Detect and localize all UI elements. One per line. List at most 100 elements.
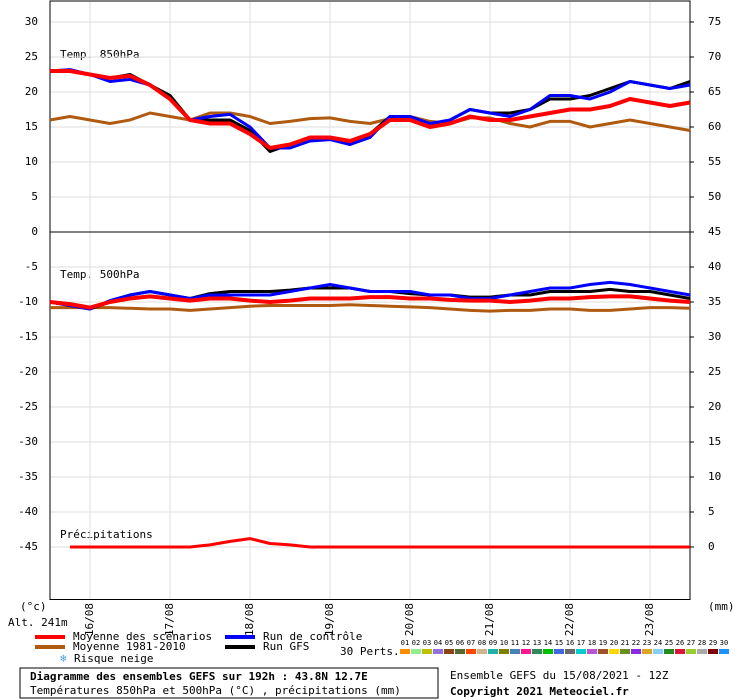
x-tick-label: 21/08 bbox=[483, 603, 496, 636]
pert-swatch bbox=[642, 649, 652, 654]
pert-swatch bbox=[653, 649, 663, 654]
perts-label: 30 Perts. bbox=[340, 645, 400, 658]
y2-tick-label: 65 bbox=[708, 85, 721, 98]
pert-swatch bbox=[686, 649, 696, 654]
plot-frame bbox=[49, 0, 691, 600]
pert-label: 15 bbox=[555, 639, 563, 647]
x-tick-label: 22/08 bbox=[563, 603, 576, 636]
pert-swatch bbox=[620, 649, 630, 654]
pert-swatch bbox=[433, 649, 443, 654]
y2-tick-label: 70 bbox=[708, 50, 721, 63]
legend-label: Moyenne des scénarios bbox=[73, 630, 212, 643]
y-tick-label: -25 bbox=[18, 400, 38, 413]
pert-label: 24 bbox=[654, 639, 662, 647]
pert-label: 06 bbox=[456, 639, 464, 647]
y-tick-label: -40 bbox=[18, 505, 38, 518]
pert-swatch bbox=[422, 649, 432, 654]
panel-label: Précipitations bbox=[60, 528, 153, 541]
pert-swatch bbox=[554, 649, 564, 654]
pert-label: 13 bbox=[533, 639, 541, 647]
y-tick-label: 30 bbox=[25, 15, 38, 28]
y2-tick-label: 40 bbox=[708, 260, 721, 273]
x-tick-label: 18/08 bbox=[243, 603, 256, 636]
y-tick-label: -35 bbox=[18, 470, 38, 483]
panel-label: Temp. 500hPa bbox=[60, 268, 139, 281]
chart-subtitle: Températures 850hPa et 500hPa (°C) , pré… bbox=[30, 684, 401, 697]
t850-line bbox=[49, 111, 691, 132]
t500-line bbox=[49, 280, 691, 311]
pert-swatch bbox=[488, 649, 498, 654]
pert-label: 26 bbox=[676, 639, 684, 647]
pert-swatch bbox=[598, 649, 608, 654]
pert-label: 08 bbox=[478, 639, 486, 647]
snow-label: Risque neige bbox=[74, 652, 153, 665]
y2-tick-label: 5 bbox=[708, 505, 715, 518]
pert-label: 11 bbox=[511, 639, 519, 647]
pert-label: 01 bbox=[401, 639, 409, 647]
pert-label: 04 bbox=[434, 639, 442, 647]
pert-label: 19 bbox=[599, 639, 607, 647]
title-box bbox=[19, 667, 439, 699]
y-tick-label: 25 bbox=[25, 50, 38, 63]
altitude: Alt. 241m bbox=[8, 616, 68, 629]
t850-line bbox=[50, 69, 691, 150]
y2-tick-label: 25 bbox=[708, 365, 721, 378]
y-tick-label: 15 bbox=[25, 120, 38, 133]
y-tick-label: -30 bbox=[18, 435, 38, 448]
y-tick-label: -5 bbox=[25, 260, 38, 273]
t500-line bbox=[50, 303, 691, 313]
y2-tick-label: 30 bbox=[708, 330, 721, 343]
run-info: Ensemble GEFS du 15/08/2021 - 12Z bbox=[450, 669, 669, 682]
y-tick-label: -20 bbox=[18, 365, 38, 378]
chart-title: Diagramme des ensembles GEFS sur 192h : … bbox=[30, 670, 368, 683]
pert-label: 27 bbox=[687, 639, 695, 647]
y2-tick-label: 50 bbox=[708, 190, 721, 203]
pert-swatch bbox=[532, 649, 542, 654]
y-tick-label: 0 bbox=[31, 225, 38, 238]
pert-label: 09 bbox=[489, 639, 497, 647]
pert-label: 12 bbox=[522, 639, 530, 647]
y2-tick-label: 0 bbox=[708, 540, 715, 553]
snow-icon: ❄ bbox=[60, 652, 67, 665]
pert-swatch bbox=[587, 649, 597, 654]
pert-swatch bbox=[411, 649, 421, 654]
pert-label: 17 bbox=[577, 639, 585, 647]
precip-line bbox=[70, 537, 690, 549]
pert-swatch bbox=[400, 649, 410, 654]
y-tick-label: 10 bbox=[25, 155, 38, 168]
pert-swatch bbox=[477, 649, 487, 654]
pert-label: 16 bbox=[566, 639, 574, 647]
legend-label: Run de contrôle bbox=[263, 630, 362, 643]
y-tick-label: -45 bbox=[18, 540, 38, 553]
pert-label: 30 bbox=[720, 639, 728, 647]
y2-tick-label: 55 bbox=[708, 155, 721, 168]
pert-swatch bbox=[708, 649, 718, 654]
y2-tick-label: 60 bbox=[708, 120, 721, 133]
y-tick-label: 20 bbox=[25, 85, 38, 98]
legend-label: Run GFS bbox=[263, 640, 309, 653]
y2-tick-label: 15 bbox=[708, 435, 721, 448]
panel-label: Temp. 850hPa bbox=[60, 48, 139, 61]
x-tick-label: 23/08 bbox=[643, 603, 656, 636]
x-tick-label: 19/08 bbox=[323, 603, 336, 636]
y2-tick-label: 45 bbox=[708, 225, 721, 238]
pert-swatch bbox=[565, 649, 575, 654]
pert-swatch bbox=[455, 649, 465, 654]
pert-swatch bbox=[543, 649, 553, 654]
y-tick-label: -10 bbox=[18, 295, 38, 308]
pert-swatch bbox=[466, 649, 476, 654]
pert-label: 02 bbox=[412, 639, 420, 647]
pert-label: 25 bbox=[665, 639, 673, 647]
x-tick-label: 16/08 bbox=[83, 603, 96, 636]
pert-swatch bbox=[499, 649, 509, 654]
pert-swatch bbox=[576, 649, 586, 654]
axis-unit: (mm) bbox=[708, 600, 735, 613]
pert-swatch bbox=[631, 649, 641, 654]
pert-label: 18 bbox=[588, 639, 596, 647]
pert-label: 28 bbox=[698, 639, 706, 647]
legend-label: Moyenne 1981-2010 bbox=[73, 640, 186, 653]
pert-swatch bbox=[675, 649, 685, 654]
pert-label: 03 bbox=[423, 639, 431, 647]
y2-tick-label: 35 bbox=[708, 295, 721, 308]
